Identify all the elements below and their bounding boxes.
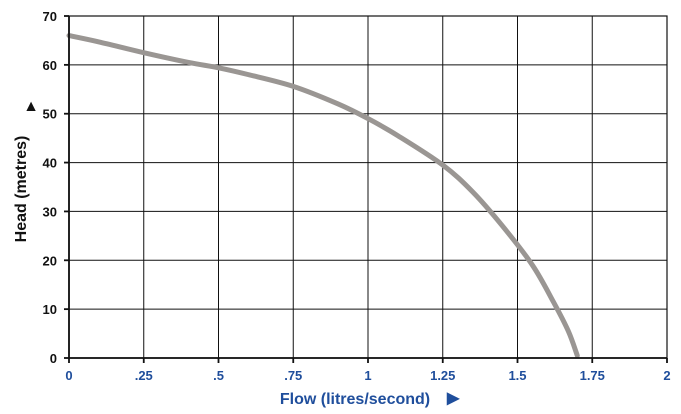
head-flow-curve [66, 33, 580, 359]
x-tick-label: .75 [284, 368, 302, 383]
y-tick-labels: 0 10 20 30 40 50 60 70 [43, 9, 57, 366]
grid-layer [68, 15, 668, 359]
y-axis-label: Head (metres) [13, 136, 30, 243]
y-tick-label: 60 [43, 58, 57, 73]
x-axis-label: Flow (litres/second) [280, 391, 430, 408]
x-tick-label: 2 [663, 368, 670, 383]
axis-layer [64, 15, 668, 363]
x-tick-label: 0 [65, 368, 72, 383]
x-tick-label: 1.5 [508, 368, 526, 383]
x-tick-label: 1 [364, 368, 371, 383]
y-tick-label: 30 [43, 204, 57, 219]
y-tick-label: 50 [43, 107, 57, 122]
x-tick-label: .25 [135, 368, 153, 383]
x-tick-labels: 0 .25 .5 .75 1 1.25 1.5 1.75 2 [65, 368, 670, 383]
y-tick-label: 0 [50, 351, 57, 366]
y-tick-label: 70 [43, 9, 57, 24]
y-axis-arrow-icon: ▲ [23, 98, 39, 115]
y-tick-label: 40 [43, 156, 57, 171]
y-tick-label: 20 [43, 253, 57, 268]
y-tick-label: 10 [43, 302, 57, 317]
x-tick-label: 1.75 [580, 368, 605, 383]
series-layer [66, 33, 580, 359]
x-axis-arrow-icon: ▶ [446, 390, 460, 407]
x-tick-label: 1.25 [430, 368, 455, 383]
x-tick-label: .5 [213, 368, 224, 383]
